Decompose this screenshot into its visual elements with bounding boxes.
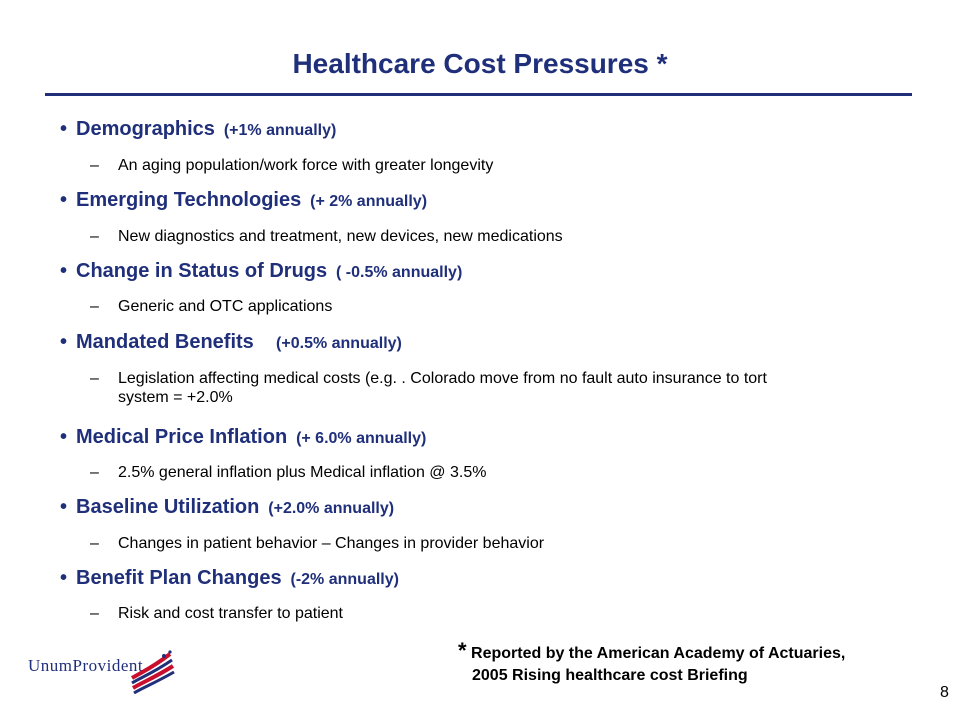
bullet-benefit-plan-changes: • Benefit Plan Changes (-2% annually) (60, 567, 399, 590)
bullet-title: Change in Status of Drugs (76, 260, 328, 282)
logo-wordmark: UnumProvident (28, 656, 144, 675)
bullet-title: Demographics (76, 118, 215, 140)
sub-dash: – (90, 605, 99, 622)
bullet-dot: • (60, 426, 68, 448)
footnote-star: * (458, 638, 467, 663)
bullet-dot: • (60, 496, 68, 518)
bullet-rate: (+0.5% annually) (276, 335, 402, 352)
sub-text: 2.5% general inflation plus Medical infl… (118, 464, 487, 481)
bullet-rate: ( -0.5% annually) (336, 264, 463, 281)
bullet-demographics: • Demographics (+1% annually) (60, 118, 336, 141)
bullet-title: Baseline Utilization (76, 496, 260, 518)
bullet-change-in-status-of-drugs: • Change in Status of Drugs ( -0.5% annua… (60, 260, 462, 283)
sub-text: An aging population/work force with grea… (118, 157, 494, 174)
bullet-emerging-technologies: • Emerging Technologies (+ 2% annually) (60, 189, 427, 212)
slide-title: Healthcare Cost Pressures * (292, 48, 668, 79)
bullet-dot: • (60, 118, 68, 140)
sub-dash: – (90, 157, 99, 174)
bullet-dot: • (60, 189, 68, 211)
bullet-rate: (+ 2% annually) (310, 193, 428, 210)
sub-text: Risk and cost transfer to patient (118, 605, 343, 622)
bullet-dot: • (60, 567, 68, 589)
bullet-mandated-benefits: • Mandated Benefits (+0.5% annually) (60, 331, 402, 354)
bullet-title: Emerging Technologies (76, 189, 302, 211)
footnote-line-2: 2005 Rising healthcare cost Briefing (472, 667, 748, 684)
bullet-rate: (+ 6.0% annually) (296, 430, 427, 447)
sub-dash: – (90, 228, 99, 245)
sub-text: Generic and OTC applications (118, 298, 333, 315)
sub-dash: – (90, 535, 99, 552)
bullet-title: Mandated Benefits (76, 331, 254, 353)
bullet-rate: (-2% annually) (290, 571, 399, 588)
sub-dash: – (90, 464, 99, 481)
sub-text: Legislation affecting medical costs (e.g… (118, 370, 767, 406)
page-number: 8 (940, 684, 949, 701)
bullet-title: Benefit Plan Changes (76, 567, 282, 589)
sub-dash: – (90, 370, 99, 387)
sub-text: New diagnostics and treatment, new devic… (118, 228, 563, 245)
footnote-line-1: Reported by the American Academy of Actu… (471, 645, 846, 662)
bullet-dot: • (60, 260, 68, 282)
sub-text: Changes in patient behavior – Changes in… (118, 535, 545, 552)
bullet-medical-price-inflation: • Medical Price Inflation (+ 6.0% annuall… (60, 426, 426, 449)
sub-dash: – (90, 298, 99, 315)
bullet-dot: • (60, 331, 68, 353)
bullet-rate: (+2.0% annually) (268, 500, 395, 517)
bullet-title: Medical Price Inflation (76, 426, 288, 448)
bullet-rate: (+1% annually) (223, 122, 337, 139)
source-footnote: * Reported by the American Academy of Ac… (458, 640, 938, 687)
bullet-baseline-utilization: • Baseline Utilization (+2.0% annually) (60, 496, 394, 519)
flag-icon (130, 650, 175, 694)
title-divider (45, 93, 912, 96)
unumprovident-logo: UnumProvident (28, 648, 178, 698)
